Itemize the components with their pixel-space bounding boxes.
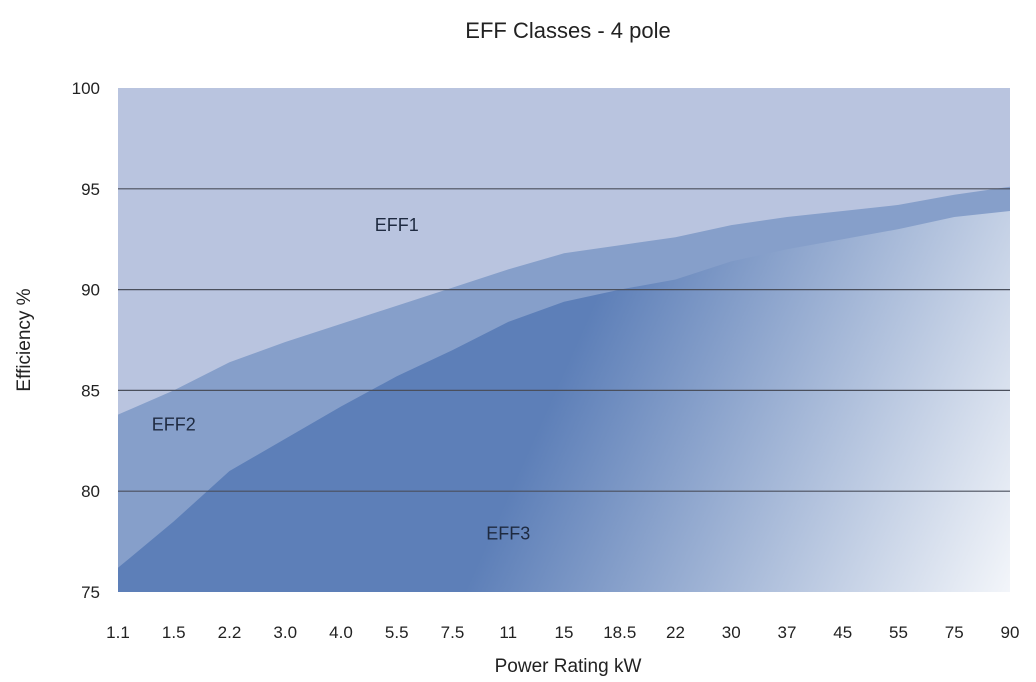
- y-tick-label: 100: [72, 79, 100, 98]
- y-tick-label: 90: [81, 281, 100, 300]
- x-tick-label: 2.2: [218, 623, 242, 642]
- y-tick-labels: 75 80 85 90 95 100: [72, 79, 100, 602]
- x-tick-label: 18.5: [603, 623, 636, 642]
- y-tick-label: 80: [81, 482, 100, 501]
- x-tick-label: 7.5: [441, 623, 465, 642]
- gridlines: [118, 188, 1010, 492]
- x-tick-label: 37: [778, 623, 797, 642]
- x-tick-label: 55: [889, 623, 908, 642]
- region-label-eff1: EFF1: [375, 215, 419, 235]
- y-tick-label: 95: [81, 180, 100, 199]
- x-tick-label: 1.5: [162, 623, 186, 642]
- region-labels: EFF1 EFF2 EFF3: [152, 215, 531, 543]
- region-label-eff2: EFF2: [152, 415, 196, 435]
- x-tick-labels: 1.1 1.5 2.2 3.0 4.0 5.5 7.5 11 15 18.5 22 30 37 45 55 7…: [106, 623, 1019, 642]
- x-tick-label: 3.0: [273, 623, 297, 642]
- x-axis-label: Power Rating kW: [495, 656, 642, 677]
- x-tick-label: 1.1: [106, 623, 130, 642]
- eff3-region: [118, 211, 1010, 592]
- y-tick-label: 75: [81, 583, 100, 602]
- x-tick-label: 22: [666, 623, 685, 642]
- region-label-eff3: EFF3: [486, 524, 530, 544]
- y-axis-label: Efficiency %: [14, 288, 35, 391]
- x-tick-label: 45: [833, 623, 852, 642]
- x-tick-label: 30: [722, 623, 741, 642]
- x-tick-label: 11: [499, 623, 517, 642]
- x-tick-label: 4.0: [329, 623, 353, 642]
- x-tick-label: 5.5: [385, 623, 409, 642]
- x-tick-label: 15: [555, 623, 574, 642]
- x-tick-label: 90: [1001, 623, 1020, 642]
- chart-title: EFF Classes - 4 pole: [465, 18, 670, 43]
- x-tick-label: 75: [945, 623, 964, 642]
- y-tick-label: 85: [81, 381, 100, 400]
